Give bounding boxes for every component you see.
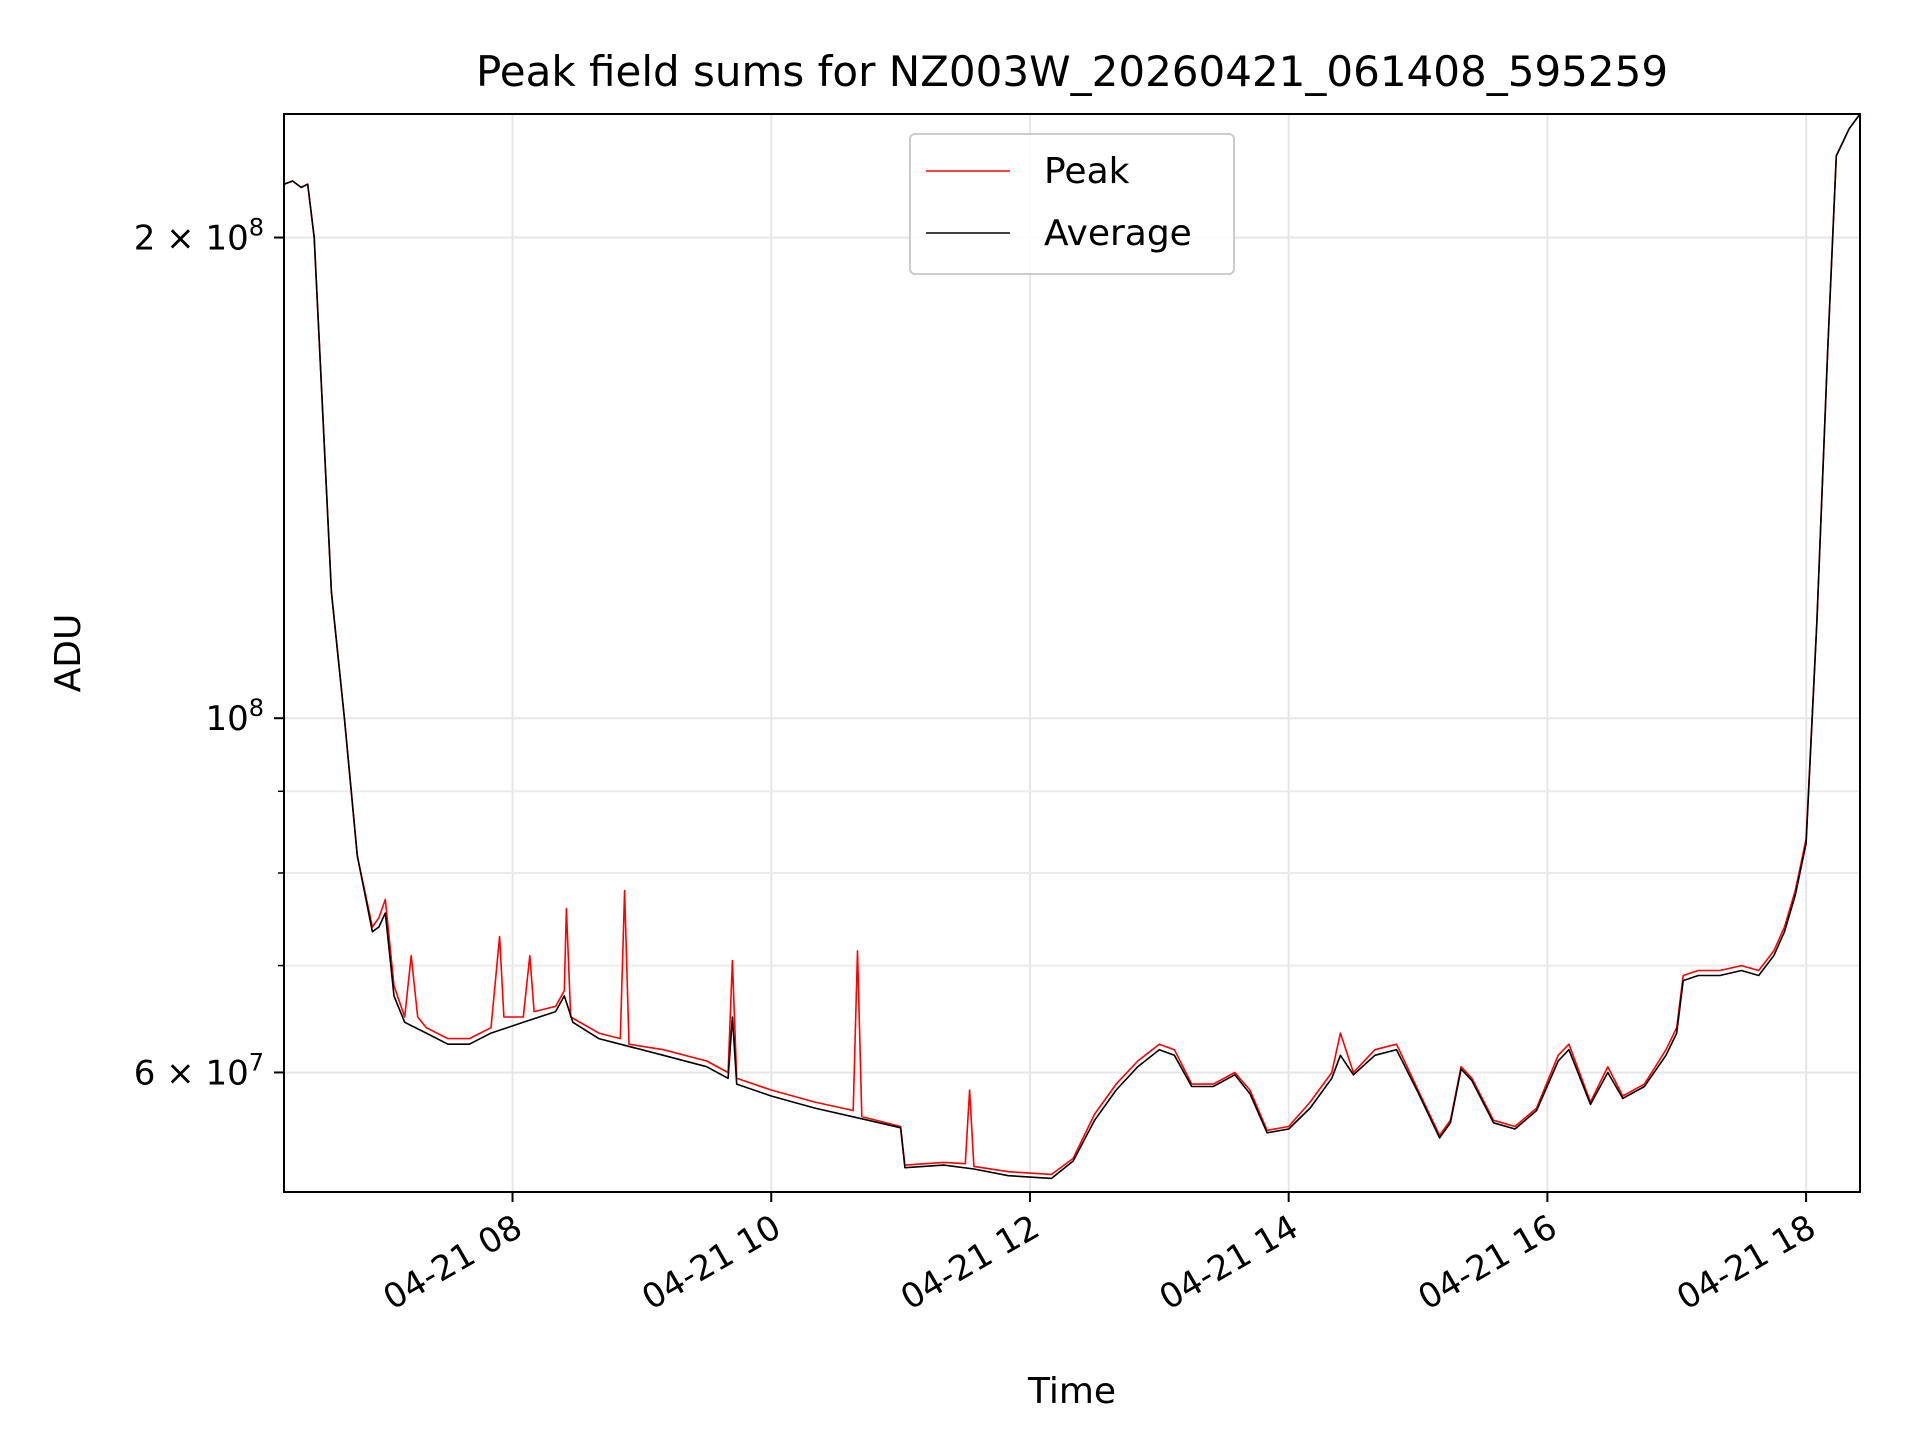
y-tick-label-exponent: 7: [249, 1048, 264, 1076]
y-tick-label-times: ×: [155, 1053, 205, 1093]
y-tick-label-ten: 10: [205, 699, 248, 739]
legend-average-label: Average: [1044, 213, 1192, 254]
y-tick-label: 6 × 107: [134, 1048, 264, 1093]
y-tick-label-base: 6: [134, 1053, 156, 1093]
grid: [284, 114, 1860, 1192]
legend-box: [909, 133, 1235, 275]
y-tick-label-ten: 10: [205, 219, 248, 259]
y-tick-label-times: ×: [155, 219, 205, 259]
series-layer: [283, 113, 1861, 1180]
y-tick-label-exponent: 8: [249, 214, 264, 242]
y-tick-label-exponent: 8: [249, 694, 264, 722]
y-tick-label: 2 × 108: [134, 214, 264, 259]
legend: Peak Average: [909, 133, 1235, 275]
y-tick-label: 108: [205, 694, 264, 739]
y-tick-label-base: 2: [134, 219, 156, 259]
x-axis-label: Time: [1027, 1371, 1116, 1412]
chart-title: Peak field sums for NZ003W_20260421_0614…: [476, 47, 1668, 96]
y-tick-label-ten: 10: [205, 1053, 248, 1093]
plot-frame: [283, 113, 1861, 1193]
y-axis-label: ADU: [48, 614, 89, 693]
series-line-average: [283, 113, 1861, 1180]
legend-peak-label: Peak: [1044, 151, 1130, 192]
series-line-peak: [283, 113, 1861, 1176]
